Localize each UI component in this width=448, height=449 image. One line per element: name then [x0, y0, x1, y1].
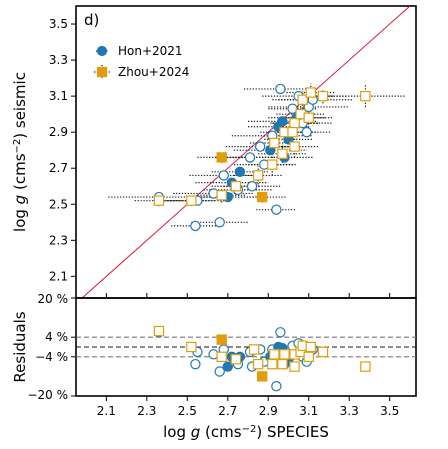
zhou-point — [256, 191, 268, 203]
legend-hon-marker — [96, 45, 108, 57]
legend-zhou-marker — [94, 65, 110, 79]
zhou-residual-point — [186, 341, 197, 353]
zhou-point — [287, 126, 298, 138]
hon-residual-point — [190, 358, 201, 370]
top-y-tick-label: 2.1 — [49, 269, 68, 283]
top-y-tick-label: 2.9 — [49, 125, 68, 139]
hon-point — [214, 217, 225, 228]
zhou-point — [269, 137, 280, 149]
x-tick-label: 3.3 — [340, 404, 359, 418]
top-y-tick-label: 2.5 — [49, 197, 68, 211]
zhou-residual-point — [256, 371, 268, 382]
zhou-residual-point — [216, 351, 227, 363]
x-axis: 2.1 2.3 2.5 2.7 2.9 3.1 3.3 3.5 log g (cms−2) S… — [97, 293, 399, 441]
panel-label: d) — [84, 11, 99, 29]
zhou-residual-point — [216, 334, 227, 345]
x-tick-label: 2.7 — [218, 404, 237, 418]
zhou-residual-point — [252, 358, 264, 370]
hon-point — [301, 126, 312, 138]
zhou-point — [252, 170, 264, 181]
top-panel: 2.1 2.3 2.5 2.7 2.9 3.1 3.3 3.5 d) Hon+2021 Zho… — [11, 5, 417, 299]
top-y-tick-label: 3.5 — [49, 17, 68, 31]
zhou-point — [267, 159, 278, 170]
zhou-point — [216, 190, 227, 201]
zhou-residual-point — [303, 351, 314, 363]
zhou-point — [305, 87, 316, 98]
hon-point — [218, 170, 229, 181]
hon-point — [254, 141, 266, 152]
zhou-residual-point — [267, 358, 278, 370]
hon-residual-point — [271, 381, 282, 392]
top-y-tick-label: 3.3 — [49, 53, 68, 67]
bottom-y-tick-label: 4 % — [45, 330, 68, 344]
hon-point — [234, 166, 246, 178]
legend-circle — [96, 45, 108, 57]
legend: Hon+2021 Zhou+2024 — [94, 44, 189, 79]
zhou-residual-point — [230, 354, 242, 365]
zhou-residual-point — [277, 358, 288, 370]
zhou-point — [186, 195, 197, 206]
x-tick-label: 3.5 — [380, 404, 399, 418]
one-to-one-line — [81, 5, 411, 299]
x-tick-label: 2.9 — [259, 404, 278, 418]
legend-zhou-label: Zhou+2024 — [118, 65, 189, 79]
hon-residual-point — [222, 361, 233, 372]
x-axis-label: log g (cms−2) SPECIES — [163, 423, 329, 441]
zhou-point — [297, 94, 308, 105]
hon-point — [190, 220, 201, 232]
legend-square — [96, 66, 108, 78]
hon-residual-point — [275, 327, 286, 338]
zhou-point — [360, 90, 371, 102]
zhou-point — [317, 90, 329, 102]
zhou-residual-point — [153, 325, 165, 337]
zhou-point — [153, 195, 165, 206]
hon-point — [244, 152, 256, 163]
bottom-y-tick-label: 20 % — [38, 292, 69, 306]
x-tick-label: 2.1 — [97, 404, 116, 418]
top-y-tick-label: 3.1 — [49, 89, 68, 103]
zhou-point — [216, 152, 227, 163]
zhou-point — [303, 112, 314, 123]
bottom-y-axis-label: Residuals — [11, 311, 29, 382]
zhou-residual-point — [305, 341, 316, 353]
x-tick-label: 3.1 — [299, 404, 318, 418]
hon-point — [271, 204, 282, 215]
x-tick-label: 2.5 — [178, 404, 197, 418]
zhou-residual-point — [269, 349, 280, 360]
hon-point — [287, 103, 298, 114]
x-tick-label: 2.3 — [137, 404, 156, 418]
zhou-residual-point — [279, 349, 290, 360]
hon-residual-point — [214, 366, 225, 377]
bottom-y-tick-label: −4 % — [35, 350, 68, 364]
zhou-point — [230, 181, 242, 192]
top-y-tick-label: 2.7 — [49, 161, 68, 175]
zhou-residual-point — [360, 361, 371, 372]
zhou-residual-point — [248, 344, 260, 355]
legend-hon-label: Hon+2021 — [118, 44, 183, 58]
zhou-point — [277, 148, 288, 160]
bottom-y-tick-label: −20 % — [27, 388, 68, 402]
zhou-point — [289, 141, 300, 152]
zhou-point — [289, 117, 300, 129]
bottom-panel: 20 % 4 % −4 % −20 % Residuals — [11, 292, 417, 402]
hon-point — [277, 116, 288, 127]
top-y-tick-label: 2.3 — [49, 233, 68, 247]
zhou-residual-point — [289, 361, 300, 372]
zhou-residual-point — [317, 346, 329, 358]
hon-point — [246, 181, 258, 192]
top-y-axis-label: log g (cms−2) seismic — [11, 72, 29, 232]
hon-point — [275, 83, 286, 95]
